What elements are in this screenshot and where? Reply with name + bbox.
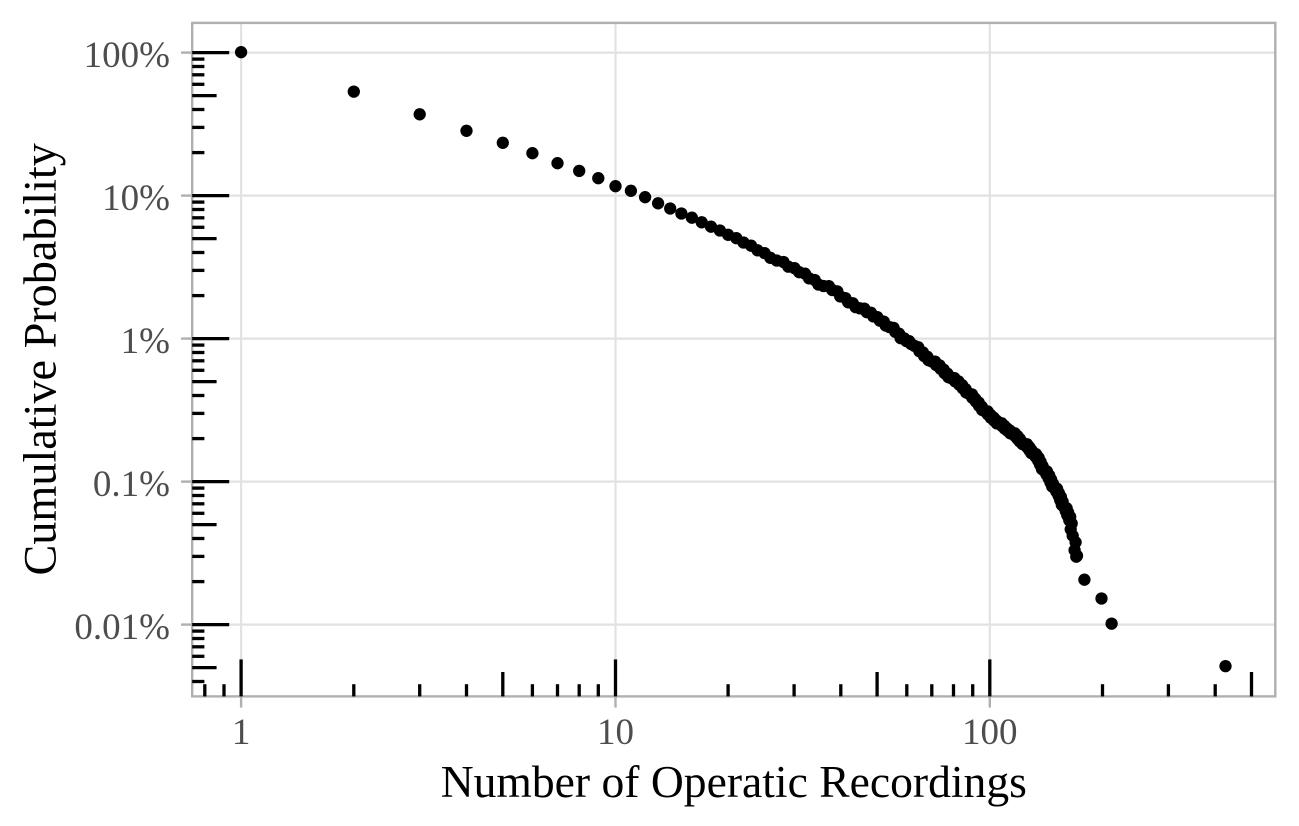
svg-text:1: 1	[232, 712, 251, 753]
svg-text:Cumulative Probability: Cumulative Probability	[14, 143, 65, 575]
svg-text:10%: 10%	[102, 178, 170, 219]
svg-text:0.1%: 0.1%	[93, 464, 170, 505]
svg-text:100: 100	[962, 712, 1018, 753]
svg-text:1%: 1%	[121, 321, 170, 362]
svg-text:Number of Operatic Recordings: Number of Operatic Recordings	[441, 756, 1027, 807]
svg-text:0.01%: 0.01%	[74, 607, 170, 648]
svg-text:10: 10	[597, 712, 634, 753]
svg-text:100%: 100%	[84, 35, 170, 76]
